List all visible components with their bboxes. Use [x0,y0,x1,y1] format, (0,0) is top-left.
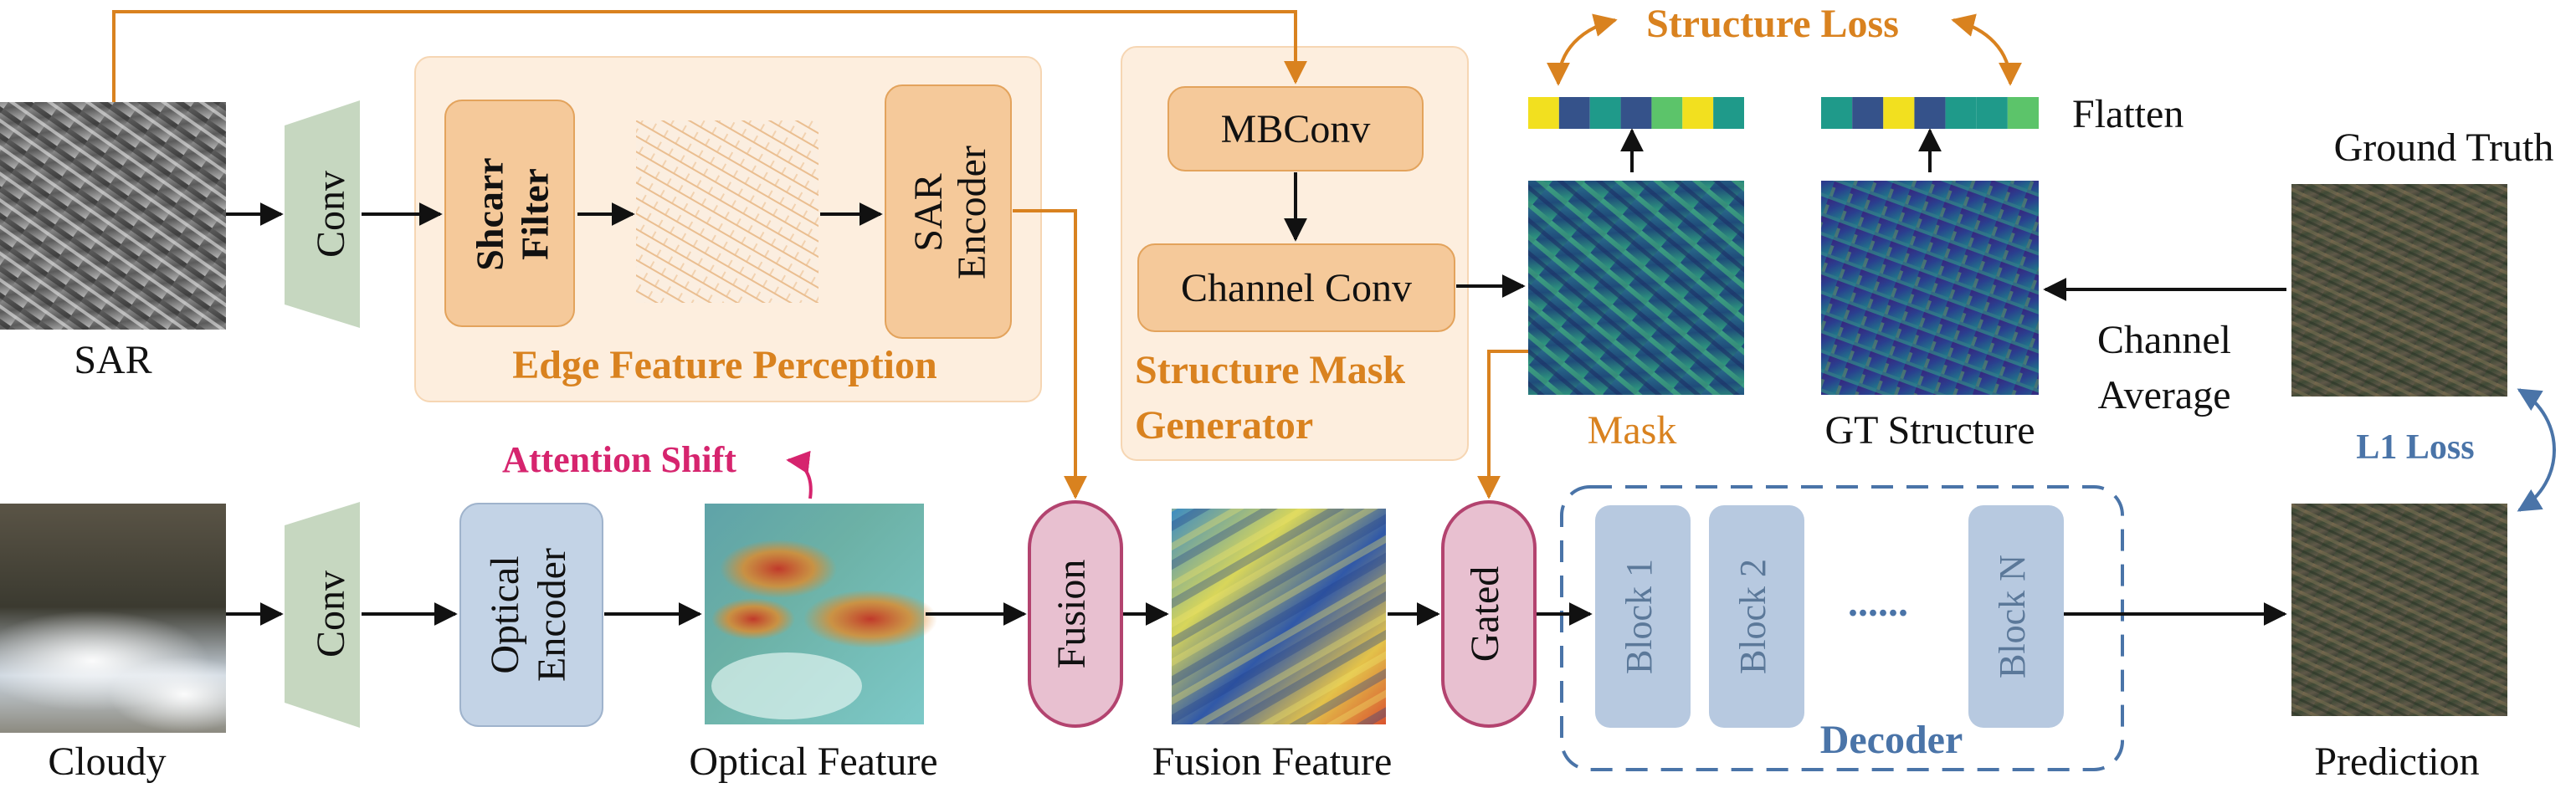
channel-average-label-line1: Channel [2097,318,2231,362]
shcarr-filter-label-line2: Filter [514,168,557,260]
conv-top-label: Conv [309,171,353,258]
flatten-cell [1682,97,1714,129]
decoder-label: Decoder [1820,718,1963,762]
channel-average-label-line2: Average [2098,373,2231,417]
flow-arrows [226,128,2287,626]
mask-label: Mask [1588,408,1677,453]
flatten-cell [1945,97,1977,129]
decoder-group [1560,485,2124,771]
flatten-cell [1914,97,1946,129]
ground-truth-image [2291,184,2507,397]
gt-structure-image [1821,181,2039,395]
mbconv-label: MBConv [1221,107,1371,151]
orange-connectors [112,10,1528,499]
optical-encoder-box [459,503,603,727]
sar-encoder-box [885,84,1012,339]
prediction-label: Prediction [2314,739,2479,784]
sar-label: SAR [74,338,151,382]
conv-bottom-label: Conv [309,571,353,658]
sar-encoder-label-line1: SAR [906,173,951,251]
sar-image [0,102,226,330]
flatten-cell [1713,97,1744,129]
structure-loss-label: Structure Loss [1646,2,1899,46]
optical-feature-image [705,504,937,724]
structure-loss-arrow-right [1951,13,2022,86]
l1-loss-arrow [2517,388,2556,512]
edge-feature-image [636,120,818,303]
fusion-box [1028,500,1123,728]
flatten-cell [1558,97,1590,129]
prediction-image [2291,504,2507,716]
flatten-cell [1976,97,2008,129]
l1-loss-label: L1 Loss [2356,428,2474,467]
flatten-cell [1821,97,1853,129]
blockn-box [1968,505,2064,728]
block1-box [1595,505,1691,728]
cloudy-label: Cloudy [48,739,166,784]
edge-feature-perception-title: Edge Feature Perception [512,343,936,387]
gt-flatten-bar [1821,97,2039,129]
mask-flatten-bar [1528,97,1744,129]
attention-shift-arrow [786,450,813,499]
optical-encoder-label-line1: Optical [483,555,527,673]
gt-structure-label: GT Structure [1824,408,2035,453]
shcarr-filter-label-line1: Shcarr [469,157,511,270]
structure-mask-title-line1: Structure Mask [1135,348,1405,392]
structure-loss-arrow-left [1547,13,1618,86]
blockn-label: Block N [1992,555,2033,678]
flatten-cell [1620,97,1652,129]
flatten-label: Flatten [2072,92,2183,136]
conv-bottom-block [285,502,360,728]
flatten-cell [2007,97,2039,129]
flatten-cell [1589,97,1621,129]
fusion-feature-image [1172,509,1386,724]
conv-top-block [285,100,360,328]
channel-conv-box [1137,243,1455,332]
block1-label: Block 1 [1619,559,1660,674]
mask-image [1528,181,1744,395]
attention-shift-label: Attention Shift [502,439,736,480]
flatten-cell [1651,97,1683,129]
sar-encoder-label-line2: Encoder [950,146,994,279]
gated-label: Gated [1463,566,1507,663]
block2-box [1709,505,1804,728]
gated-box [1441,500,1537,728]
flatten-cell [1852,97,1884,129]
block2-label: Block 2 [1732,559,1773,674]
structure-mask-title-line2: Generator [1135,403,1313,448]
mbconv-box [1167,86,1424,171]
optical-encoder-label-line2: Encoder [530,548,574,682]
shcarr-filter-box [444,100,575,327]
cloudy-image [0,504,259,733]
channel-conv-label: Channel Conv [1181,266,1412,310]
ground-truth-label: Ground Truth [2334,125,2554,170]
flatten-cell [1883,97,1915,129]
fusion-label: Fusion [1049,560,1094,669]
flatten-cell [1528,97,1559,129]
fusion-feature-label: Fusion Feature [1152,739,1393,784]
optical-feature-label: Optical Feature [689,739,937,784]
decoder-dots: ...... [1848,581,1908,625]
